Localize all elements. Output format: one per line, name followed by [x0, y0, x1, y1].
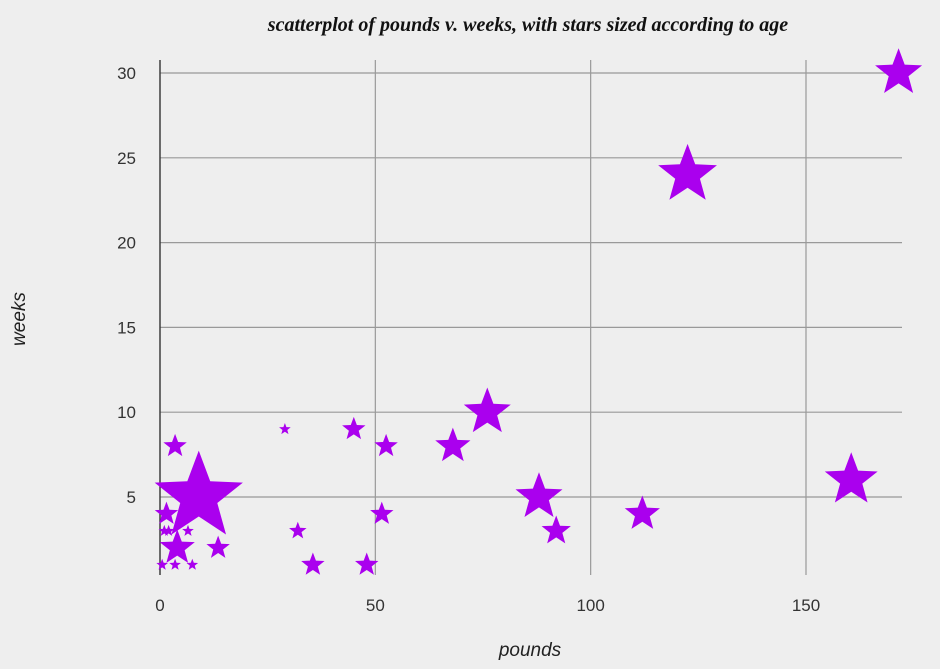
- x-tick-label: 150: [792, 596, 820, 615]
- y-tick-label: 5: [127, 488, 136, 507]
- star-point: [154, 501, 179, 524]
- star-point: [169, 558, 181, 570]
- star-point: [162, 524, 175, 536]
- star-point: [279, 423, 291, 435]
- x-axis-label: pounds: [498, 640, 562, 661]
- star-point: [370, 501, 394, 524]
- star-point: [342, 416, 366, 440]
- y-tick-label: 30: [117, 64, 136, 83]
- y-tick-label: 10: [117, 403, 136, 422]
- star-point: [163, 433, 187, 457]
- y-tick-label: 25: [117, 149, 136, 168]
- y-tick-label: 20: [117, 234, 136, 253]
- star-point: [156, 558, 168, 570]
- star-point: [824, 452, 878, 503]
- star-point: [159, 529, 195, 563]
- star-point: [182, 524, 194, 536]
- star-point: [374, 433, 398, 457]
- star-point: [515, 472, 563, 517]
- gridlines: [160, 60, 902, 575]
- star-point: [355, 552, 379, 575]
- chart-title: scatterplot of pounds v. weeks, with sta…: [267, 14, 789, 36]
- star-point: [206, 535, 230, 558]
- star-point: [435, 427, 471, 462]
- star-point: [301, 552, 325, 575]
- x-tick-label: 100: [576, 596, 604, 615]
- star-point: [541, 515, 571, 544]
- star-point: [875, 48, 923, 93]
- star-point: [289, 521, 307, 539]
- star-point: [624, 495, 660, 529]
- data-points: [154, 48, 923, 575]
- y-tick-label: 15: [117, 318, 136, 337]
- x-tick-label: 0: [155, 596, 164, 615]
- star-point: [154, 450, 243, 535]
- star-point: [186, 558, 199, 570]
- star-point: [463, 387, 511, 433]
- tick-labels: 5 10 15 20 25 30 0 50 100 150: [117, 64, 820, 615]
- x-tick-label: 50: [366, 596, 385, 615]
- star-point: [658, 143, 717, 200]
- star-point: [158, 524, 171, 536]
